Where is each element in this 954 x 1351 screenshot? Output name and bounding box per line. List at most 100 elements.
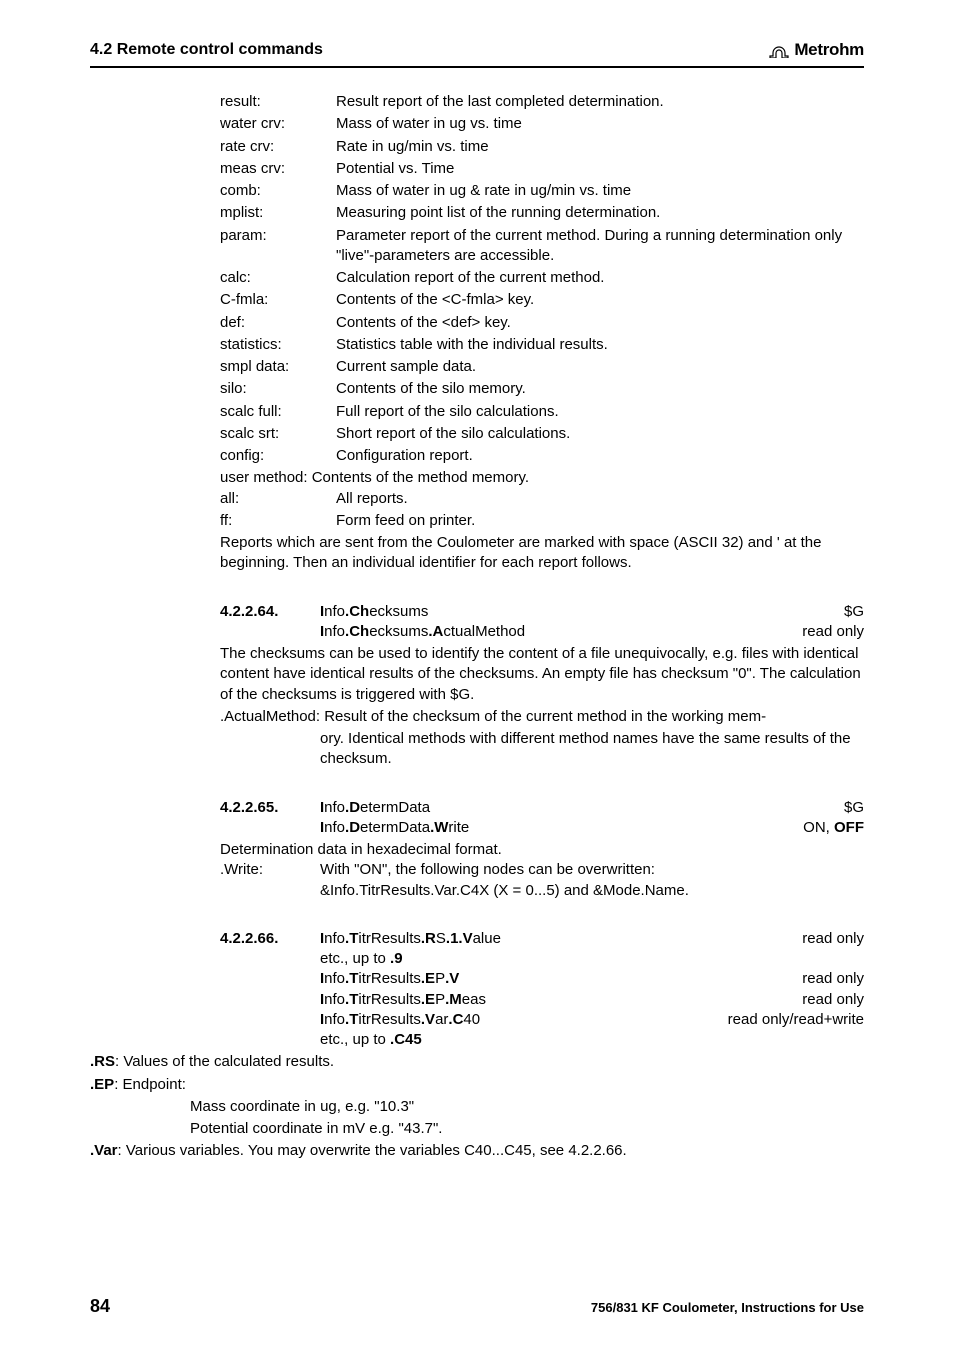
t: etermData bbox=[360, 799, 430, 816]
def-desc: Current sample data. bbox=[336, 357, 864, 377]
def-desc: Potential vs. Time bbox=[336, 159, 864, 179]
t: nfo bbox=[324, 991, 345, 1008]
t: rite bbox=[448, 819, 469, 836]
def-term: scalc srt: bbox=[220, 424, 330, 444]
t: .Ch bbox=[345, 623, 369, 640]
etc: etc., up to .9 bbox=[320, 949, 854, 969]
t: alue bbox=[473, 930, 501, 947]
def-desc: Short report of the silo calculations. bbox=[336, 424, 864, 444]
rs-line: .RS: Values of the calculated results. bbox=[90, 1052, 864, 1072]
ohm-icon bbox=[769, 42, 789, 58]
t: S bbox=[436, 930, 446, 947]
t: etc., up to bbox=[320, 950, 390, 967]
t: etc., up to bbox=[320, 1031, 390, 1048]
t: 40 bbox=[463, 1011, 480, 1028]
t: .D bbox=[345, 799, 360, 816]
sec64-title1: Info.Checksums bbox=[320, 602, 834, 622]
def-term: def: bbox=[220, 313, 330, 333]
sec65-row2: Info.DetermData.Write ON, OFF bbox=[220, 818, 864, 838]
sec64-row1: 4.2.2.64. Info.Checksums $G bbox=[220, 602, 864, 622]
t: P bbox=[435, 991, 445, 1008]
t: .R bbox=[421, 930, 436, 947]
sec66-row2: Info.TitrResults.EP.V read only bbox=[220, 969, 864, 989]
ep-mass: Mass coordinate in ug, e.g. "10.3" bbox=[190, 1097, 864, 1117]
def-term: calc: bbox=[220, 268, 330, 288]
def-desc: Calculation report of the current method… bbox=[336, 268, 864, 288]
def-term: C-fmla: bbox=[220, 290, 330, 310]
t: .1.V bbox=[446, 930, 473, 947]
t: OFF bbox=[834, 819, 864, 836]
write-label: .Write: bbox=[220, 860, 310, 880]
t: itrResults bbox=[358, 1011, 421, 1028]
def-term: param: bbox=[220, 226, 330, 267]
sec64-r2: read only bbox=[802, 622, 864, 642]
logo-text: Metrohm bbox=[794, 40, 864, 60]
definitions-tail: all: All reports. ff: Form feed on print… bbox=[220, 489, 864, 532]
t: .EP bbox=[90, 1076, 114, 1093]
t: ecksums bbox=[369, 623, 428, 640]
def-term: smpl data: bbox=[220, 357, 330, 377]
t: : Endpoint: bbox=[114, 1076, 186, 1093]
footer-text: 756/831 KF Coulometer, Instructions for … bbox=[591, 1300, 864, 1315]
t: .T bbox=[345, 1011, 358, 1028]
var-line: .Var: Various variables. You may overwri… bbox=[90, 1141, 864, 1161]
def-desc: Statistics table with the individual res… bbox=[336, 335, 864, 355]
t: nfo bbox=[324, 970, 345, 987]
t: : Values of the calculated results. bbox=[115, 1053, 334, 1070]
header-title: 4.2 Remote control commands bbox=[90, 41, 323, 59]
def-term: config: bbox=[220, 446, 330, 466]
sec64-r1: $G bbox=[844, 602, 864, 622]
t: nfo bbox=[324, 799, 345, 816]
sec66-row1: 4.2.2.66. Info.TitrResults.RS.1.Value re… bbox=[220, 929, 864, 949]
def-desc: Mass of water in ug vs. time bbox=[336, 114, 864, 134]
content: result:Result report of the last complet… bbox=[90, 92, 864, 1162]
def-term: meas crv: bbox=[220, 159, 330, 179]
t: etermData bbox=[360, 819, 430, 836]
t: nfo bbox=[324, 930, 345, 947]
sec65-r1: $G bbox=[844, 798, 864, 818]
sec66-title3: Info.TitrResults.EP.Meas bbox=[320, 990, 792, 1010]
def-desc: Full report of the silo calculations. bbox=[336, 402, 864, 422]
sec65-title1: Info.DetermData bbox=[320, 798, 834, 818]
def-term: statistics: bbox=[220, 335, 330, 355]
sec66-r3: read only bbox=[802, 990, 864, 1010]
def-term: result: bbox=[220, 92, 330, 112]
def-desc: All reports. bbox=[336, 489, 864, 509]
def-term: silo: bbox=[220, 379, 330, 399]
t: .RS bbox=[90, 1053, 115, 1070]
sec-num: 4.2.2.66. bbox=[220, 929, 310, 949]
sec66-r4: read only/read+write bbox=[728, 1010, 864, 1030]
t: nfo bbox=[324, 623, 345, 640]
t: With "ON", the following nodes can be ov… bbox=[320, 861, 655, 878]
def-desc: Configuration report. bbox=[336, 446, 864, 466]
t: .C bbox=[448, 1011, 463, 1028]
write-desc: With "ON", the following nodes can be ov… bbox=[320, 860, 864, 901]
t: .E bbox=[421, 970, 435, 987]
sec-num: 4.2.2.65. bbox=[220, 798, 310, 818]
sec64-row2: Info.Checksums.ActualMethod read only bbox=[220, 622, 864, 642]
sec64-title2: Info.Checksums.ActualMethod bbox=[320, 622, 792, 642]
def-desc: Rate in ug/min vs. time bbox=[336, 137, 864, 157]
def-term: water crv: bbox=[220, 114, 330, 134]
sec66-r2: read only bbox=[802, 969, 864, 989]
t: .W bbox=[430, 819, 448, 836]
t: .9 bbox=[390, 950, 403, 967]
t: nfo bbox=[324, 1011, 345, 1028]
ep-line: .EP: Endpoint: bbox=[90, 1075, 864, 1095]
sec65-row1: 4.2.2.65. Info.DetermData $G bbox=[220, 798, 864, 818]
sec64-para2-l1: .ActualMethod: Result of the checksum of… bbox=[220, 707, 864, 727]
sec66-row3: Info.TitrResults.EP.Meas read only bbox=[220, 990, 864, 1010]
t: itrResults bbox=[358, 970, 421, 987]
t: .Var bbox=[90, 1142, 118, 1159]
page-number: 84 bbox=[90, 1296, 110, 1317]
t: .T bbox=[345, 991, 358, 1008]
definitions-list: result:Result report of the last complet… bbox=[220, 92, 864, 466]
reports-note: Reports which are sent from the Coulomet… bbox=[220, 533, 864, 574]
sec64-para2-l2: ory. Identical methods with different me… bbox=[220, 729, 864, 770]
t: .V bbox=[445, 970, 459, 987]
t: : Various variables. You may overwrite t… bbox=[118, 1142, 627, 1159]
t: .V bbox=[421, 1011, 435, 1028]
t: &Info.TitrResults.Var.C4X (X = 0...5) an… bbox=[320, 882, 689, 899]
sec65-det: Determination data in hexadecimal format… bbox=[220, 840, 864, 860]
footer: 84 756/831 KF Coulometer, Instructions f… bbox=[90, 1296, 864, 1317]
